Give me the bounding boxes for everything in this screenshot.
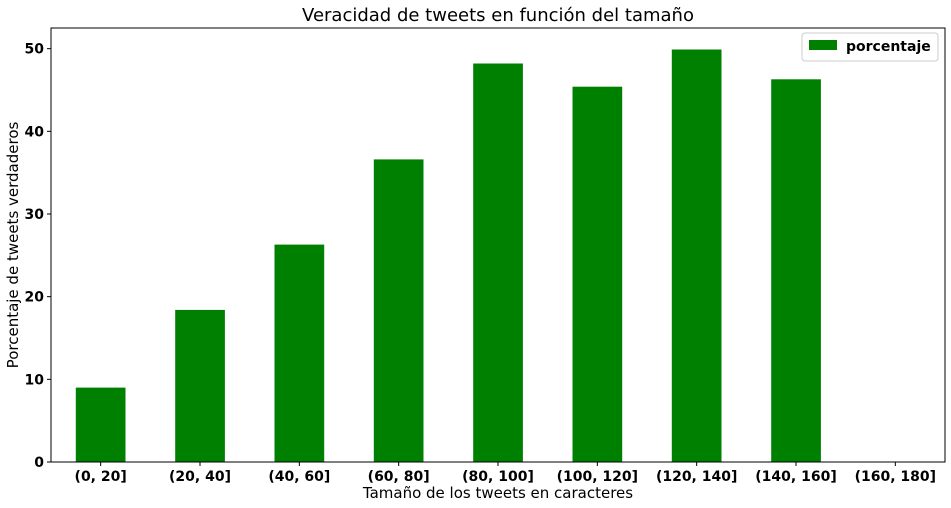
x-tick-label: (160, 180] — [855, 469, 936, 485]
bar — [771, 79, 821, 463]
x-tick-label: (100, 120] — [557, 469, 638, 485]
x-tick-label: (60, 80] — [368, 469, 430, 485]
y-axis-label: Porcentaje de tweets verdaderos — [4, 121, 22, 368]
bars-group — [75, 49, 821, 463]
bar — [473, 63, 523, 462]
y-tick-label: 30 — [25, 207, 45, 223]
legend-swatch — [809, 40, 837, 50]
x-tick-label: (20, 40] — [169, 469, 231, 485]
x-tick-label: (40, 60] — [268, 469, 330, 485]
bar — [671, 49, 722, 462]
bar — [75, 387, 126, 462]
y-tick-label: 40 — [25, 124, 45, 140]
bar — [274, 244, 325, 462]
plot-frame — [50, 27, 946, 463]
legend: porcentaje — [801, 32, 939, 62]
bar — [572, 86, 623, 462]
y-ticks-group: 0 10 20 30 40 50 — [25, 42, 51, 471]
y-tick-label: 0 — [34, 455, 44, 471]
x-tick-label: (0, 20] — [75, 469, 127, 485]
y-tick-label: 50 — [25, 42, 45, 58]
y-tick-label: 10 — [25, 372, 45, 388]
x-ticks-group: (0, 20] (20, 40] (40, 60] (60, 80] (80, 100]… — [75, 462, 936, 485]
legend-label: porcentaje — [846, 39, 931, 55]
x-tick-label: (140, 160] — [755, 469, 836, 485]
bar — [175, 309, 225, 462]
chart-title: Veracidad de tweets en función del tamañ… — [302, 5, 694, 26]
x-tick-label: (80, 100] — [462, 469, 534, 485]
bar — [373, 159, 424, 462]
x-tick-label: (120, 140] — [656, 469, 737, 485]
x-axis-label: Tamaño de los tweets en caracteres — [362, 484, 633, 502]
y-tick-label: 20 — [25, 290, 45, 306]
